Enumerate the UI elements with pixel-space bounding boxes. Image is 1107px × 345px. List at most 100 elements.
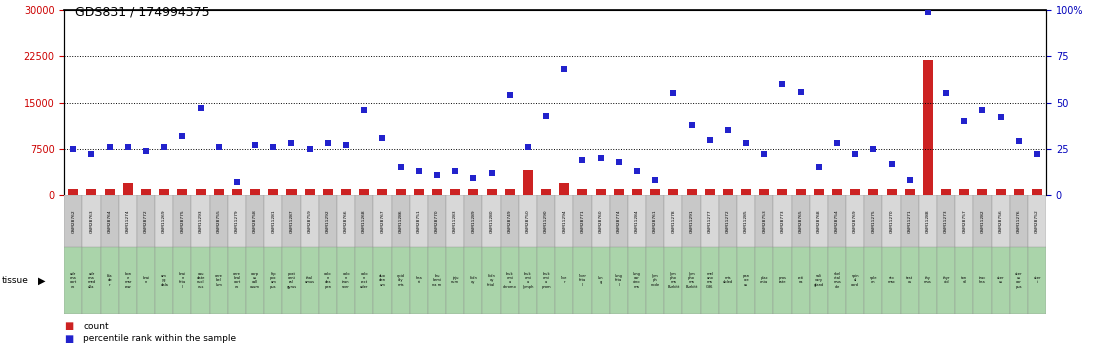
Text: live
r: live r (561, 276, 568, 285)
Bar (337, 247, 355, 314)
Bar (664, 195, 682, 247)
Text: sali
vary
gland: sali vary gland (814, 274, 824, 287)
Bar (632, 189, 642, 195)
Text: colo
n
rect
ader: colo n rect ader (360, 272, 369, 289)
Bar (483, 195, 500, 247)
Text: epid
idy
mis: epid idy mis (396, 274, 404, 287)
Bar (596, 189, 606, 195)
Bar (1010, 247, 1028, 314)
Bar (850, 189, 860, 195)
Bar (101, 195, 118, 247)
Text: GSM28767: GSM28767 (381, 209, 384, 233)
Text: GSM11275: GSM11275 (871, 209, 876, 233)
Bar (265, 195, 282, 247)
Bar (960, 189, 970, 195)
Text: GSM11288: GSM11288 (925, 209, 930, 233)
Text: GSM28775: GSM28775 (180, 209, 185, 233)
Bar (483, 247, 500, 314)
Text: skel
etal
mus
cle: skel etal mus cle (834, 272, 841, 289)
Bar (446, 195, 464, 247)
Bar (360, 189, 370, 195)
Text: adr
ena
cort
ex: adr ena cort ex (70, 272, 76, 289)
Bar (464, 195, 483, 247)
Text: uter
i: uter i (1033, 276, 1041, 285)
Bar (214, 189, 224, 195)
Bar (646, 195, 664, 247)
Bar (319, 195, 337, 247)
Bar (500, 247, 519, 314)
Bar (541, 189, 551, 195)
Bar (101, 247, 118, 314)
Bar (682, 195, 701, 247)
Bar (232, 189, 242, 195)
Text: GSM11278: GSM11278 (671, 209, 675, 233)
Bar (500, 195, 519, 247)
Bar (973, 247, 992, 314)
Bar (86, 189, 96, 195)
Bar (1028, 247, 1046, 314)
Text: GSM28761: GSM28761 (653, 209, 658, 233)
Bar (741, 189, 751, 195)
Bar (341, 189, 351, 195)
Text: GSM11281: GSM11281 (271, 209, 276, 233)
Bar (887, 189, 897, 195)
Bar (901, 247, 919, 314)
Bar (159, 189, 169, 195)
Bar (410, 195, 428, 247)
Text: GSM28750: GSM28750 (526, 209, 530, 233)
Text: colo
n
des
pen: colo n des pen (324, 272, 332, 289)
Text: GSM28763: GSM28763 (90, 209, 93, 233)
Bar (919, 247, 937, 314)
Text: GSM11285: GSM11285 (744, 209, 748, 233)
Bar (591, 195, 610, 247)
Bar (628, 247, 646, 314)
Bar (174, 247, 192, 314)
Bar (937, 247, 955, 314)
Bar (901, 195, 919, 247)
Bar (451, 189, 461, 195)
Text: corp
us
call
osum: corp us call osum (250, 272, 260, 289)
Bar (814, 189, 824, 195)
Text: tissue: tissue (2, 276, 29, 285)
Text: GSM11272: GSM11272 (726, 209, 730, 233)
Bar (428, 247, 446, 314)
Text: pan
cre
as: pan cre as (743, 274, 749, 287)
Bar (519, 195, 537, 247)
Text: thyr
oid: thyr oid (942, 276, 950, 285)
Text: reti
na: reti na (797, 276, 804, 285)
Text: GSM28756: GSM28756 (999, 209, 1003, 233)
Text: GSM11291: GSM11291 (690, 209, 694, 233)
Text: GSM28755: GSM28755 (217, 209, 220, 233)
Bar (177, 189, 187, 195)
Bar (82, 195, 101, 247)
Bar (669, 189, 679, 195)
Text: GSM11276: GSM11276 (1017, 209, 1021, 233)
Text: am
yg
dala: am yg dala (161, 274, 168, 287)
Text: GSM28752: GSM28752 (1035, 209, 1039, 233)
Bar (519, 247, 537, 314)
Text: GSM28765: GSM28765 (798, 209, 803, 233)
Bar (973, 195, 992, 247)
Bar (591, 247, 610, 314)
Bar (701, 247, 718, 314)
Text: GSM28772: GSM28772 (144, 209, 148, 233)
Text: GSM28766: GSM28766 (344, 209, 348, 233)
Text: GSM28753: GSM28753 (763, 209, 766, 233)
Text: GSM28764: GSM28764 (107, 209, 112, 233)
Text: GSM11270: GSM11270 (890, 209, 893, 233)
Text: GSM11290: GSM11290 (544, 209, 548, 233)
Bar (537, 247, 555, 314)
Text: GSM11283: GSM11283 (453, 209, 457, 233)
Bar (118, 247, 137, 314)
Text: bon
e
mar
row: bon e mar row (124, 272, 132, 289)
Bar (792, 195, 809, 247)
Bar (718, 195, 737, 247)
Text: mel
ano
ma
G36: mel ano ma G36 (706, 272, 713, 289)
Text: uter
us: uter us (997, 276, 1004, 285)
Bar (304, 189, 314, 195)
Bar (555, 195, 573, 247)
Bar (392, 247, 410, 314)
Bar (228, 247, 246, 314)
Text: GSM28751: GSM28751 (416, 209, 421, 233)
Bar (137, 195, 155, 247)
